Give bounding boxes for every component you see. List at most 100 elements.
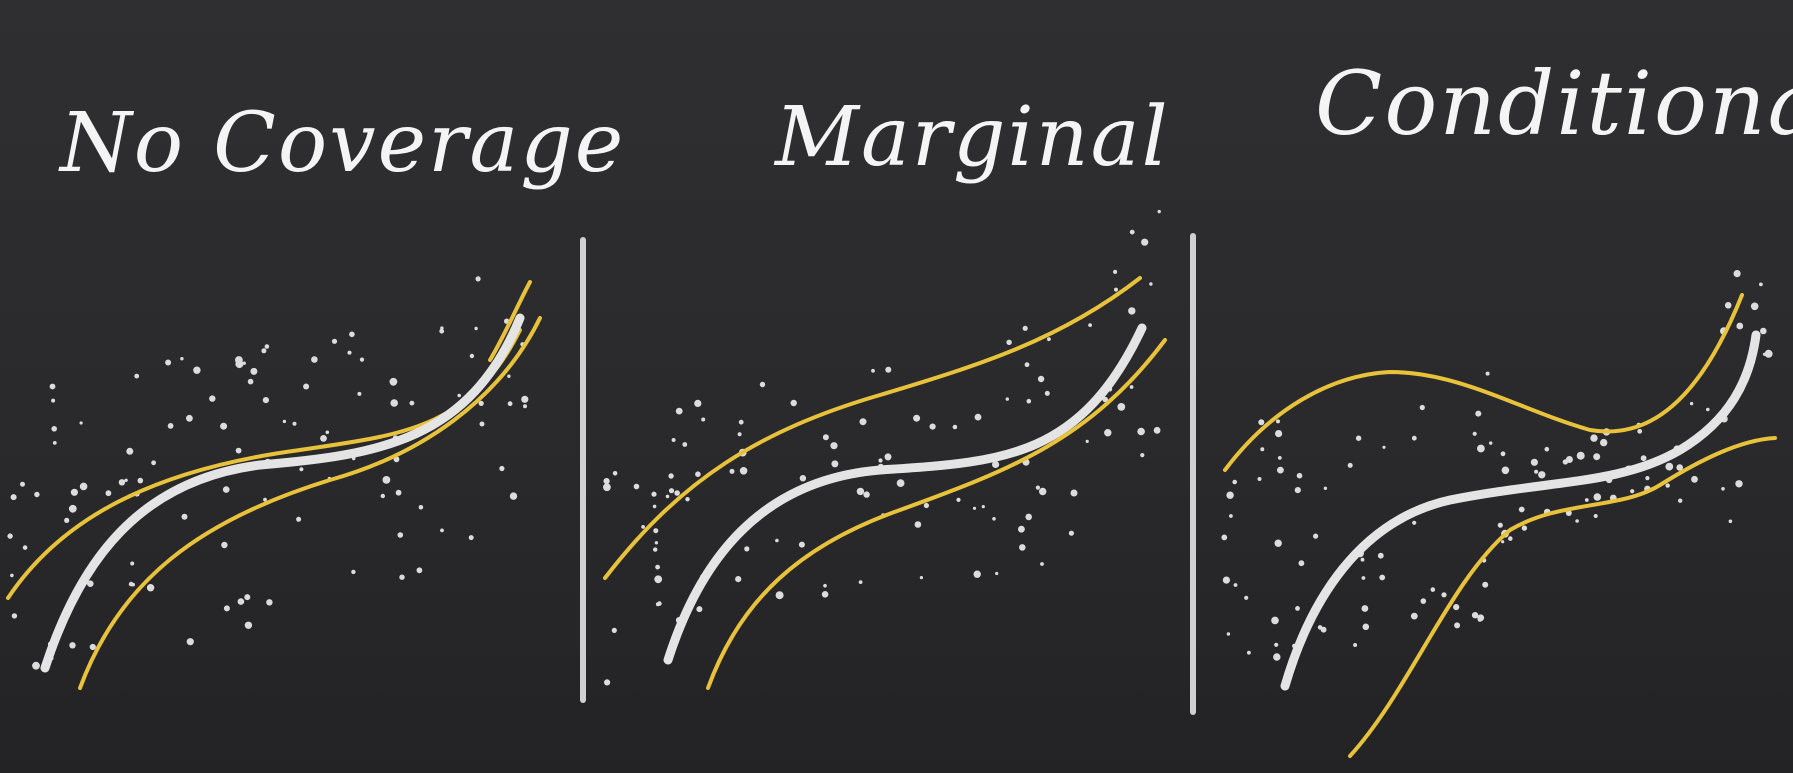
scatter-point xyxy=(735,576,742,583)
scatter-point xyxy=(685,497,690,502)
scatter-point xyxy=(507,374,511,378)
scatter-point xyxy=(282,419,287,424)
scatter-point xyxy=(798,541,805,548)
scatter-point xyxy=(1379,574,1386,581)
scatter-point xyxy=(1637,428,1643,434)
scatter-point xyxy=(1759,282,1763,287)
scatter-point xyxy=(70,488,78,496)
scatter-point xyxy=(671,438,676,442)
scatter-point xyxy=(611,627,617,634)
scatter-point xyxy=(124,478,128,482)
scatter-point xyxy=(10,494,17,501)
upper-interval-curve xyxy=(603,276,1142,580)
scatter-point xyxy=(409,400,415,406)
scatter-point xyxy=(884,453,892,461)
scatter-point xyxy=(418,505,424,510)
scatter-point xyxy=(1593,493,1602,501)
scatter-point xyxy=(1360,557,1365,562)
scatter-points xyxy=(7,276,529,670)
scatter-point xyxy=(1277,456,1282,460)
scatter-point xyxy=(478,400,484,406)
scatter-point xyxy=(52,441,57,445)
scatter-point xyxy=(1760,327,1767,335)
scatter-point xyxy=(296,516,302,522)
lower-interval-curve xyxy=(78,316,542,690)
scatter-point xyxy=(675,407,683,415)
scatter-point xyxy=(1482,581,1489,588)
scatter-point xyxy=(1019,544,1026,551)
panel-marginal xyxy=(603,209,1167,690)
scatter-point xyxy=(1676,464,1683,471)
scatter-point xyxy=(399,574,405,580)
scatter-point xyxy=(1276,419,1280,424)
scatter-points xyxy=(603,209,1161,686)
scatter-point xyxy=(1113,269,1118,274)
scatter-point xyxy=(390,399,399,407)
scatter-point xyxy=(823,583,827,588)
scatter-point xyxy=(1521,525,1528,531)
scatter-point xyxy=(10,573,14,578)
scatter-point xyxy=(1728,519,1733,524)
scatter-point xyxy=(250,367,258,375)
scatter-point xyxy=(416,567,423,574)
scatter-point xyxy=(1244,595,1249,600)
scatter-point xyxy=(261,348,267,354)
panel-no-coverage xyxy=(6,276,542,690)
scatter-point xyxy=(244,621,253,629)
scatter-point xyxy=(1271,616,1279,625)
scatter-point xyxy=(1764,349,1773,358)
scatter-point xyxy=(858,580,863,584)
scatter-point xyxy=(235,447,242,454)
scatter-point xyxy=(1006,339,1012,345)
scatter-point xyxy=(237,598,245,605)
scatter-point xyxy=(1085,439,1089,443)
scatter-point xyxy=(180,357,184,361)
scatter-point xyxy=(1153,426,1161,434)
scatter-point xyxy=(475,276,481,282)
scatter-point xyxy=(871,368,875,373)
scatter-point xyxy=(105,490,112,497)
scatter-point xyxy=(440,528,444,533)
scatter-point xyxy=(351,569,356,575)
scatter-point xyxy=(79,421,83,425)
scatter-point xyxy=(995,571,999,576)
scatter-point xyxy=(11,613,18,619)
scatter-point xyxy=(137,477,144,484)
scatter-point xyxy=(325,430,330,435)
scatter-point xyxy=(1678,498,1683,503)
scatter-point xyxy=(130,561,135,566)
scatter-point xyxy=(34,491,40,498)
scatter-point xyxy=(68,504,77,513)
scatter-point xyxy=(474,326,478,331)
prediction-curve xyxy=(663,323,1147,665)
scatter-point xyxy=(863,491,870,498)
scatter-point xyxy=(1005,397,1009,401)
scatter-point xyxy=(1323,486,1328,490)
scatter-point xyxy=(1508,536,1513,541)
scatter-point xyxy=(1140,453,1145,458)
scatter-point xyxy=(1157,209,1161,214)
scatter-point xyxy=(1441,592,1447,598)
scatter-point xyxy=(738,419,744,425)
scatter-point xyxy=(972,506,977,510)
scatter-point xyxy=(1472,431,1477,436)
scatter-point xyxy=(380,493,385,499)
scatter-point xyxy=(1600,438,1608,447)
scatter-point xyxy=(32,661,40,670)
panel-title-marginal: Marginal xyxy=(775,90,1170,185)
scatter-point xyxy=(914,521,922,528)
scatter-point xyxy=(1257,477,1262,481)
scatter-point xyxy=(51,398,56,403)
scatter-point xyxy=(831,460,839,468)
scatter-point xyxy=(1361,605,1369,612)
panel-title-conditional: Conditional xyxy=(1315,52,1793,155)
scatter-point xyxy=(1733,270,1741,278)
scatter-point xyxy=(1762,352,1767,356)
scatter-point xyxy=(320,435,327,442)
scatter-point xyxy=(1665,483,1670,488)
scatter-point xyxy=(292,421,297,426)
scatter-point xyxy=(507,401,513,407)
scatter-point xyxy=(1226,491,1234,499)
scatter-point xyxy=(7,533,13,539)
